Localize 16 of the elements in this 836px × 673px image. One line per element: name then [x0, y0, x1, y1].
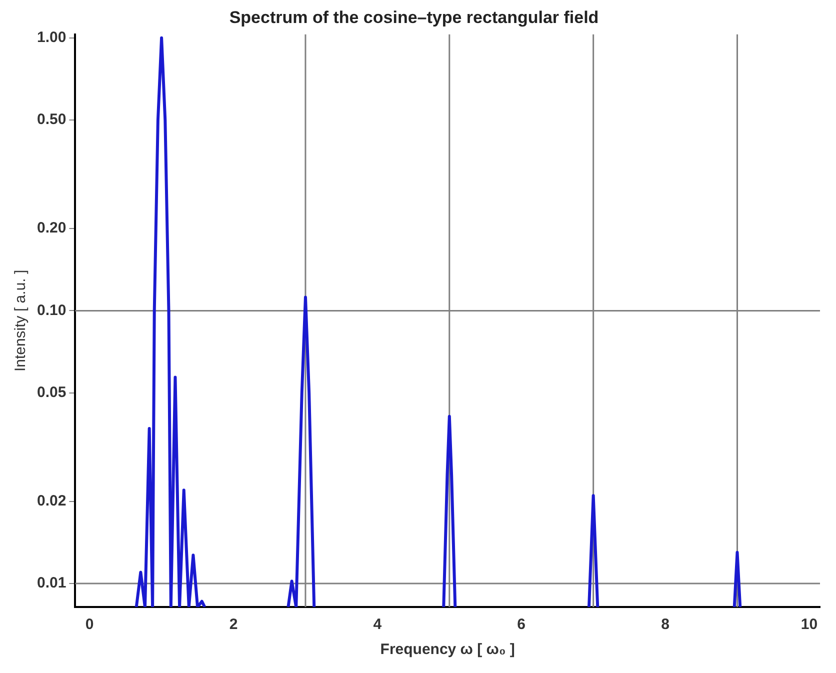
x-tick-label: 4 — [373, 616, 382, 634]
chart-title: Spectrum of the cosine–type rectangular field — [229, 8, 599, 27]
y-tick-label: 0.01 — [36, 574, 66, 592]
x-tick-label: 6 — [517, 616, 526, 634]
x-tick-label: 8 — [661, 616, 670, 634]
y-tick-label: 0.02 — [36, 492, 66, 510]
y-axis-title: Intensity [ a.u. ] — [12, 270, 30, 372]
y-tick-label: 0.50 — [36, 111, 66, 128]
y-tick-label: 1.00 — [36, 29, 66, 46]
y-tick-label: 0.05 — [36, 384, 66, 401]
x-axis-title: Frequency ω [ ω₀ ] — [380, 641, 515, 658]
x-tick-label: 10 — [800, 616, 818, 634]
y-tick-label: 0.10 — [36, 302, 66, 319]
y-tick-label: 0.20 — [36, 220, 66, 237]
x-tick-label: 2 — [229, 616, 238, 634]
x-tick-label: 0 — [85, 616, 94, 634]
